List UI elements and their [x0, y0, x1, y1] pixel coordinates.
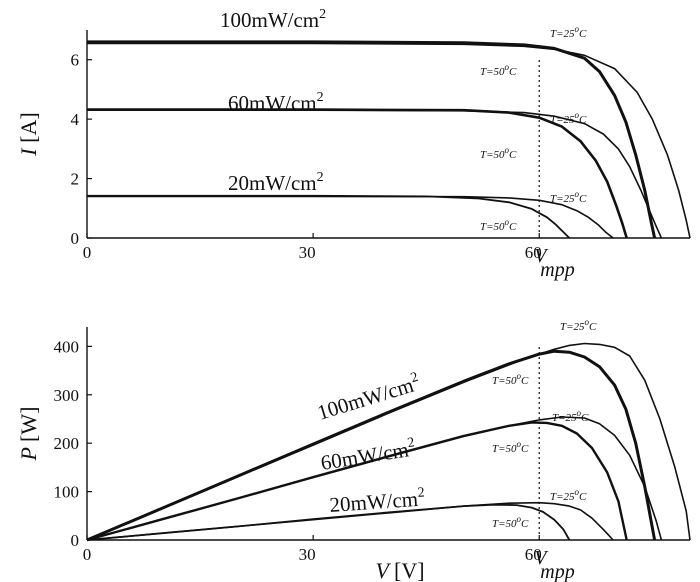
x-tick-label: 60	[525, 243, 542, 262]
series-line	[87, 195, 614, 239]
series-line	[87, 194, 571, 239]
y-tick-label: 400	[54, 337, 80, 356]
x-tick-label: 30	[299, 545, 316, 564]
irradiance-label: 60mW/cm2	[228, 90, 324, 115]
series-line	[87, 40, 657, 239]
temperature-label: T=50oC	[492, 514, 529, 530]
x-tick-label: 0	[83, 243, 92, 262]
irradiance-label: 20mW/cm2	[329, 485, 426, 517]
vmpp-label: V	[534, 245, 549, 267]
series-line	[87, 108, 628, 239]
temperature-label: T=25oC	[560, 317, 597, 333]
irradiance-label: 100mW/cm2	[314, 370, 423, 425]
y-tick-label: 100	[54, 483, 80, 502]
temperature-label: T=25oC	[552, 408, 589, 424]
series-line	[86, 416, 663, 541]
y-tick-label: 0	[71, 531, 80, 550]
temperature-label: T=25oC	[550, 24, 587, 40]
series-line	[86, 503, 571, 541]
x-axis-label: V [V]	[375, 558, 424, 582]
temperature-label: T=50oC	[492, 439, 529, 455]
irradiance-label: 20mW/cm2	[228, 170, 324, 195]
y-tick-label: 4	[71, 110, 80, 129]
temperature-label: T=50oC	[480, 62, 517, 78]
series-line	[86, 349, 657, 542]
irradiance-group: T=25oC T=50oC 60mW/cm2	[86, 408, 663, 542]
y-tick-label: 6	[71, 51, 80, 70]
irradiance-group: T=25oC T=50oC 20mW/cm2	[86, 485, 614, 541]
y-tick-label: 200	[54, 434, 80, 453]
y-tick-label: 300	[54, 386, 80, 405]
x-tick-label: 0	[83, 545, 92, 564]
x-tick-label: 60	[525, 545, 542, 564]
temperature-label: T=25oC	[550, 487, 587, 503]
y-tick-label: 0	[71, 229, 80, 248]
temperature-label: T=50oC	[492, 371, 529, 387]
axes: 0 30 60 0 100 200 300 400 P [W] V [V]	[16, 327, 690, 582]
irradiance-label: 100mW/cm2	[220, 7, 326, 32]
vmpp-label: V	[534, 547, 549, 569]
temperature-label: T=25oC	[550, 189, 587, 205]
series-line	[86, 421, 628, 542]
irradiance-group: T=25oC T=50oC 60mW/cm2	[87, 90, 663, 239]
x-tick-label: 30	[299, 243, 316, 262]
irradiance-group: T=25oC T=50oC 20mW/cm2	[87, 170, 614, 239]
y-axis-label: I [A]	[16, 112, 41, 156]
temperature-label: T=50oC	[480, 217, 517, 233]
axes: 0 30 60 0 2 4 6 I [A]	[16, 30, 690, 262]
y-axis-label: P [W]	[16, 407, 41, 462]
vmpp-subscript: mpp	[540, 561, 574, 582]
temperature-label: T=50oC	[480, 145, 517, 161]
irradiance-label: 60mW/cm2	[319, 435, 417, 475]
y-tick-label: 2	[71, 170, 80, 189]
vmpp-subscript: mpp	[540, 259, 574, 281]
series-line	[87, 109, 663, 239]
irradiance-group: T=25oC T=50oC 100mW/cm2	[87, 7, 691, 239]
